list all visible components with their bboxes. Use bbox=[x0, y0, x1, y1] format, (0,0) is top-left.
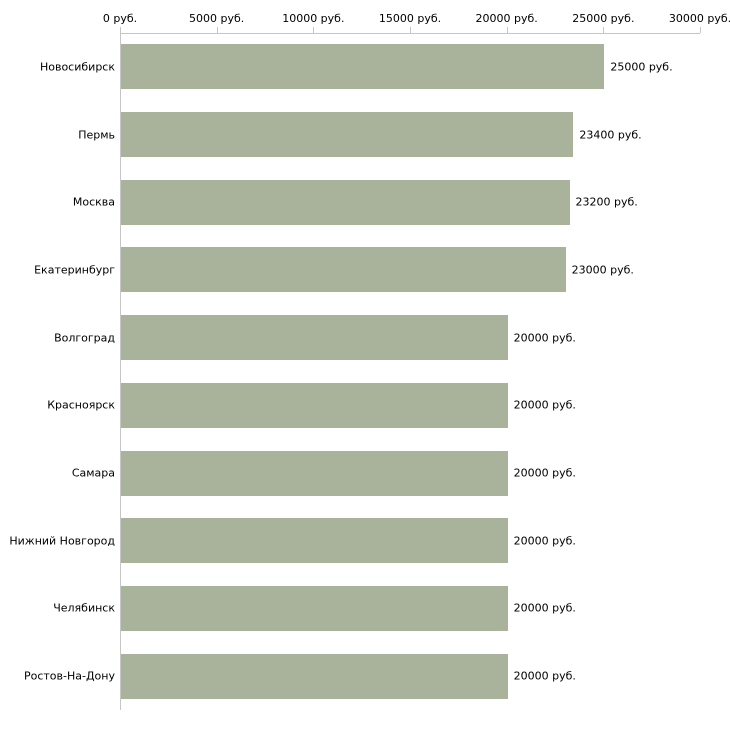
x-axis-tick bbox=[603, 27, 605, 33]
bar-7 bbox=[121, 450, 508, 496]
category-label: Пермь bbox=[78, 128, 115, 142]
category-label: Екатеринбург bbox=[34, 263, 115, 277]
bar-4 bbox=[121, 247, 566, 293]
x-axis-tick-label: 15000 руб. bbox=[378, 12, 442, 25]
x-axis-tick-label: 30000 руб. bbox=[668, 12, 730, 25]
category-label: Красноярск bbox=[47, 398, 115, 412]
bar-2 bbox=[121, 112, 574, 158]
value-label: 25000 руб. bbox=[610, 60, 673, 74]
category-label: Новосибирск bbox=[39, 60, 115, 74]
value-label: 23400 руб. bbox=[579, 128, 642, 142]
x-axis-tick bbox=[216, 27, 218, 33]
x-axis-tick-label: 0 руб. bbox=[102, 12, 138, 25]
value-label: 20000 руб. bbox=[513, 669, 576, 683]
y-axis-line bbox=[120, 33, 121, 710]
category-label: Волгоград bbox=[54, 331, 115, 345]
value-label: 20000 руб. bbox=[513, 534, 576, 548]
x-axis-tick-label: 10000 руб. bbox=[282, 12, 345, 25]
x-axis-tick bbox=[506, 27, 508, 33]
category-label: Самара bbox=[71, 466, 115, 480]
bar-3 bbox=[121, 179, 570, 225]
x-axis-tick bbox=[700, 27, 701, 33]
value-label: 20000 руб. bbox=[513, 466, 576, 480]
bar-10 bbox=[121, 653, 508, 699]
x-axis-tick-label: 25000 руб. bbox=[572, 12, 635, 25]
category-label: Ростов-На-Дону bbox=[23, 669, 115, 683]
category-label: Нижний Новгород bbox=[9, 534, 115, 548]
x-axis-line bbox=[120, 33, 700, 34]
value-label: 23000 руб. bbox=[571, 263, 634, 277]
bar-6 bbox=[121, 382, 508, 428]
x-axis-tick bbox=[120, 27, 121, 33]
x-axis-tick bbox=[313, 27, 315, 33]
bar-1 bbox=[121, 44, 605, 90]
x-axis-tick bbox=[410, 27, 411, 33]
value-label: 20000 руб. bbox=[513, 331, 576, 345]
bar-8 bbox=[121, 518, 508, 564]
value-label: 23200 руб. bbox=[575, 195, 638, 209]
category-label: Челябинск bbox=[53, 601, 115, 615]
x-axis-tick-label: 20000 руб. bbox=[475, 12, 538, 25]
value-label: 20000 руб. bbox=[513, 601, 576, 615]
bar-9 bbox=[121, 585, 508, 631]
bar-5 bbox=[121, 315, 508, 361]
x-axis-tick-label: 5000 руб. bbox=[189, 12, 245, 25]
category-label: Москва bbox=[72, 195, 115, 209]
value-label: 20000 руб. bbox=[513, 398, 576, 412]
